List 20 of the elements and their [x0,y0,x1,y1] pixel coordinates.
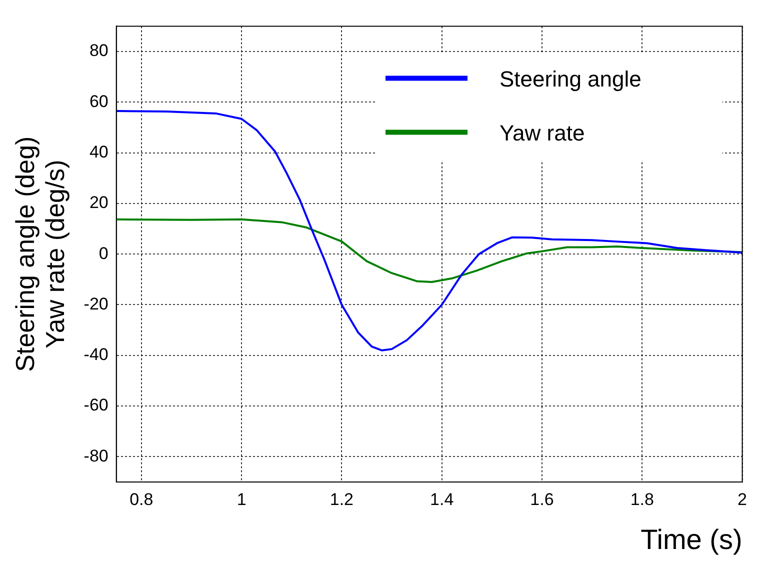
y-tick-label: 0 [98,244,108,263]
x-tick-label: 1.2 [330,490,354,509]
y-tick-label: 20 [89,193,108,212]
y-axis-title: Steering angle (deg) Yaw rate (deg/s) [10,136,70,372]
y-tick-label: -40 [84,345,108,364]
y-tick-label: 80 [89,41,108,60]
y-tick-label: 40 [89,142,108,162]
y-tick-label: 60 [89,92,108,111]
x-tick-label: 0.8 [130,490,154,509]
x-tick-label: 1.6 [530,490,554,509]
x-tick-label: 1.8 [630,490,654,509]
y-tick-label: -60 [84,396,108,415]
x-tick-label: 1.4 [430,490,454,509]
y-tick-label: -20 [84,294,108,314]
legend-label: Yaw rate [500,120,585,146]
legend-label: Steering angle [500,66,642,92]
x-tick-label: 1 [236,490,246,509]
x-axis-title: Time (s) [640,524,742,555]
x-tick-label: 2 [738,490,748,509]
y-tick-label: -80 [84,446,108,466]
